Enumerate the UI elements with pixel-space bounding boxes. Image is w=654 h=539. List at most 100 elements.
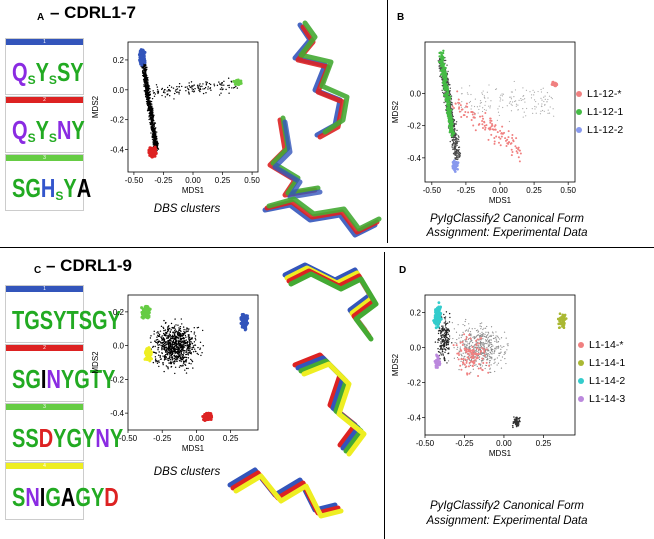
data-point: [549, 106, 551, 108]
data-point: [155, 360, 158, 362]
data-point: [499, 137, 502, 140]
data-point: [514, 145, 517, 148]
data-point: [444, 341, 446, 343]
data-point: [187, 336, 189, 338]
data-point: [473, 352, 476, 355]
x-tick-label: -0.50: [119, 434, 138, 443]
data-point: [181, 341, 183, 343]
data-point: [197, 87, 200, 89]
data-point: [485, 343, 487, 345]
data-point: [207, 86, 209, 88]
data-point: [191, 360, 194, 363]
data-point: [164, 355, 166, 357]
data-point: [190, 363, 192, 365]
data-point: [448, 329, 450, 332]
data-point: [189, 352, 191, 354]
data-point: [496, 346, 498, 348]
data-point: [437, 301, 441, 305]
y-tick-label: 0.0: [410, 344, 422, 353]
x-axis-label: MDS1: [489, 196, 512, 205]
data-point: [462, 352, 464, 354]
data-point: [456, 144, 458, 147]
x-tick-label: 0.00: [492, 186, 508, 195]
data-point: [164, 329, 167, 331]
data-point: [189, 347, 191, 349]
data-point: [164, 357, 166, 359]
data-point: [554, 83, 558, 87]
data-point: [446, 341, 449, 343]
data-point: [155, 138, 157, 140]
data-point: [449, 140, 451, 143]
data-point: [192, 345, 195, 347]
data-point: [490, 364, 492, 366]
data-point: [470, 335, 472, 337]
data-point: [152, 120, 154, 122]
data-point: [154, 358, 157, 360]
data-point: [480, 328, 482, 330]
data-point: [447, 343, 449, 346]
data-point: [168, 327, 171, 330]
data-point: [185, 336, 187, 338]
data-point: [468, 343, 471, 345]
data-point: [482, 328, 484, 331]
data-point: [160, 347, 163, 349]
data-point: [151, 136, 154, 138]
data-point: [503, 353, 505, 356]
data-point: [444, 320, 447, 322]
data-point: [441, 63, 445, 67]
data-point: [162, 355, 164, 357]
data-point: [464, 345, 466, 347]
data-point: [487, 342, 489, 344]
data-point: [495, 88, 498, 90]
data-point: [163, 319, 165, 322]
data-point: [502, 99, 504, 101]
data-point: [477, 350, 480, 352]
data-point: [477, 331, 479, 333]
data-point: [433, 318, 437, 322]
data-point: [470, 339, 472, 341]
data-point: [155, 84, 158, 86]
data-point: [495, 348, 497, 350]
data-point: [477, 353, 480, 356]
data-point: [161, 362, 164, 364]
data-point: [185, 339, 188, 341]
data-point: [178, 93, 180, 95]
data-point: [147, 76, 149, 79]
data-point: [190, 330, 192, 333]
cluster-point: [151, 149, 156, 154]
data-point: [165, 341, 167, 343]
data-point: [190, 341, 192, 343]
data-point: [506, 142, 509, 145]
data-point: [161, 94, 163, 97]
data-point: [470, 108, 472, 110]
data-point: [185, 367, 188, 370]
data-point: [232, 87, 235, 89]
data-point: [475, 347, 478, 350]
data-point: [446, 88, 450, 92]
data-point: [468, 372, 471, 375]
data-point: [473, 345, 475, 347]
data-point: [451, 165, 455, 168]
data-point: [149, 118, 151, 120]
data-point: [173, 92, 176, 95]
data-point: [216, 84, 219, 87]
y-tick-label: -0.4: [407, 414, 421, 423]
logo-cluster-bar: 2: [6, 97, 83, 103]
data-point: [153, 91, 156, 94]
data-point: [437, 348, 439, 350]
data-point: [201, 351, 203, 354]
data-point: [480, 345, 482, 347]
data-point: [457, 324, 459, 326]
data-point: [164, 354, 167, 356]
data-point: [187, 352, 189, 354]
data-point: [442, 340, 444, 342]
data-point: [170, 343, 172, 346]
data-point: [442, 354, 444, 356]
data-point: [144, 91, 147, 93]
data-point: [506, 138, 509, 141]
data-point: [465, 318, 467, 321]
data-point: [490, 326, 493, 328]
logo-cluster-bar: 3: [6, 404, 83, 410]
